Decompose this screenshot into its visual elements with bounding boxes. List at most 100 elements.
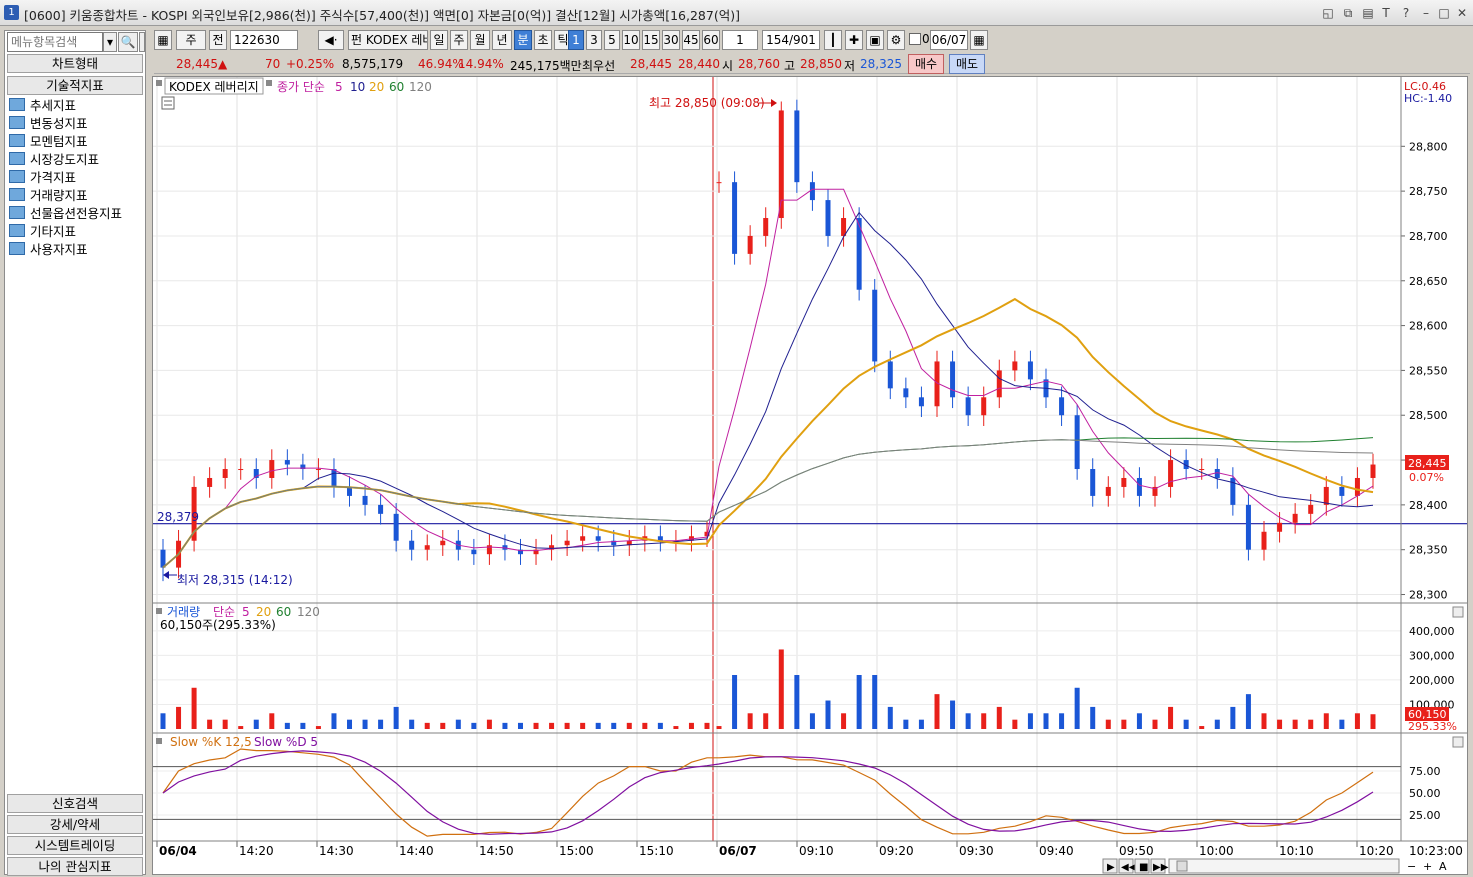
volume-bar [207,719,213,729]
folder-icon [9,242,25,255]
interval-button[interactable]: 5 [604,30,620,50]
folder-icon [9,224,25,237]
section-my-indicators[interactable]: 나의 관심지표 [7,857,143,876]
gear-icon[interactable]: ⚙ [887,30,905,50]
interval-button[interactable]: 30 [662,30,680,50]
candle [1292,513,1298,523]
volume-bar [841,713,847,729]
auto-scale-icon[interactable]: A [1439,860,1447,873]
period-button[interactable]: 일 [430,30,448,50]
section-system-trading[interactable]: 시스템트레이딩 [7,836,143,855]
chart-table-icon[interactable] [161,96,175,110]
stock-name-field[interactable]: 펀 KODEX 레버 [348,30,428,50]
speaker-icon[interactable]: ◀· [318,30,344,50]
download-icon[interactable] [139,32,145,52]
candle [517,549,523,555]
candle [809,182,815,201]
tree-item[interactable]: 추세지표 [9,97,143,115]
section-signal-search[interactable]: 신호검색 [7,794,143,813]
font-size-icon[interactable]: T [1382,6,1390,20]
rewind-button[interactable] [1118,858,1134,874]
scroll-left-icon: ▶ [1107,862,1115,873]
volume-bar [1121,719,1127,729]
tree-item[interactable]: 선물옵션전용지표 [9,205,143,223]
tree-item[interactable]: 거래량지표 [9,187,143,205]
folder-icon [9,206,25,219]
candle [564,540,570,546]
search-icon[interactable]: 🔍 [118,32,138,52]
candle-style-icon[interactable]: ┃ [824,30,842,50]
volume-bar [1214,719,1220,729]
close-icon[interactable]: ✕ [1456,6,1468,20]
period-button[interactable]: 분 [514,30,532,50]
volume-bar [1090,706,1096,729]
time-scrollbar[interactable] [1168,858,1400,874]
time-axis-label: 09:50 [1119,844,1154,858]
window-list-icon[interactable]: ▤ [1362,6,1374,20]
time-axis-label: 14:50 [479,844,514,858]
tree-item[interactable]: 가격지표 [9,169,143,187]
volume-pane-collapse-button[interactable] [1452,606,1464,618]
search-dropdown-icon[interactable]: ▾ [103,32,117,52]
maximize-icon[interactable]: □ [1438,6,1450,20]
interval-button[interactable]: 10 [622,30,640,50]
minimize-icon[interactable]: – [1423,6,1429,20]
sell-button[interactable]: 매도 [949,54,985,74]
time-axis-label: 09:20 [879,844,914,858]
zoom-out-icon[interactable]: − [1407,860,1416,873]
calendar-icon[interactable]: ▦ [970,30,988,50]
interval-button[interactable]: 3 [586,30,602,50]
tree-item[interactable]: 기타지표 [9,223,143,241]
tree-item[interactable]: 모멘텀지표 [9,133,143,151]
stop-button[interactable] [1134,858,1150,874]
tree-item[interactable]: 사용자지표 [9,241,143,259]
price-axis-label: 28,600 [1409,320,1448,333]
interval-button[interactable]: 60 [702,30,720,50]
chart-settings-icon[interactable]: ▦ [154,30,172,50]
price-axis-label: 28,650 [1409,275,1448,288]
trade-amount: 245,175백만 [510,59,582,73]
prefix-button[interactable]: 전 [209,30,227,50]
menu-search-input[interactable] [7,32,103,52]
section-chart-type[interactable]: 차트형태 [7,54,143,73]
candle [1199,469,1205,471]
help-icon[interactable]: ? [1402,6,1410,20]
buy-button[interactable]: 매수 [908,54,944,74]
tree-item[interactable]: 시장강도지표 [9,151,143,169]
code-input[interactable]: 122630 [230,30,298,50]
save-icon[interactable]: ▣ [866,30,884,50]
date-checkbox[interactable] [909,33,921,45]
stoch-pane-collapse-button[interactable] [1452,736,1464,748]
chart-area[interactable]: 06/04 14:20 14:30 14:40 14:50 15:00 15:10 06/07… [152,76,1468,875]
share-icon[interactable]: ⧉ [1343,6,1353,20]
tree-item[interactable]: 변동성지표 [9,115,143,133]
period-button[interactable]: 주 [450,30,468,50]
section-technical-indicators[interactable]: 기술적지표 [7,76,143,95]
period-button[interactable]: 년 [492,30,512,50]
interval-button[interactable]: 45 [682,30,700,50]
scroll-left-button[interactable] [1102,858,1118,874]
ma120-line [162,439,1374,568]
date-input[interactable]: 06/07 [930,30,968,50]
candle [1121,477,1127,487]
section-strength[interactable]: 강세/약세 [7,815,143,834]
volume-bar [517,722,523,729]
period-button[interactable]: 월 [470,30,490,50]
volume-bar [362,719,368,729]
volume-bar [253,719,259,729]
volume-axis-label: 400,000 [1409,625,1455,638]
restore-layout-icon[interactable]: ◱ [1322,6,1334,20]
zoom-in-icon[interactable]: + [1423,860,1432,873]
interval-button[interactable]: 15 [642,30,660,50]
chart-toolbar: ▦ 주 전 122630 ◀· 펀 KODEX 레버 1 154/901 ┃ ✚… [152,30,1468,52]
chart-svg[interactable]: 06/04 14:20 14:30 14:40 14:50 15:00 15:10 06/07… [153,77,1467,874]
period-button[interactable]: 초 [534,30,552,50]
candle [1261,531,1267,550]
period-type-select[interactable]: 주 [176,30,206,50]
fast-forward-button[interactable] [1150,858,1166,874]
interval-button[interactable]: 1 [568,30,584,50]
crosshair-icon[interactable]: ✚ [845,30,863,50]
scrollbar-thumb[interactable] [1176,860,1188,872]
count-input[interactable]: 1 [722,30,758,50]
volume-bar [502,722,508,729]
